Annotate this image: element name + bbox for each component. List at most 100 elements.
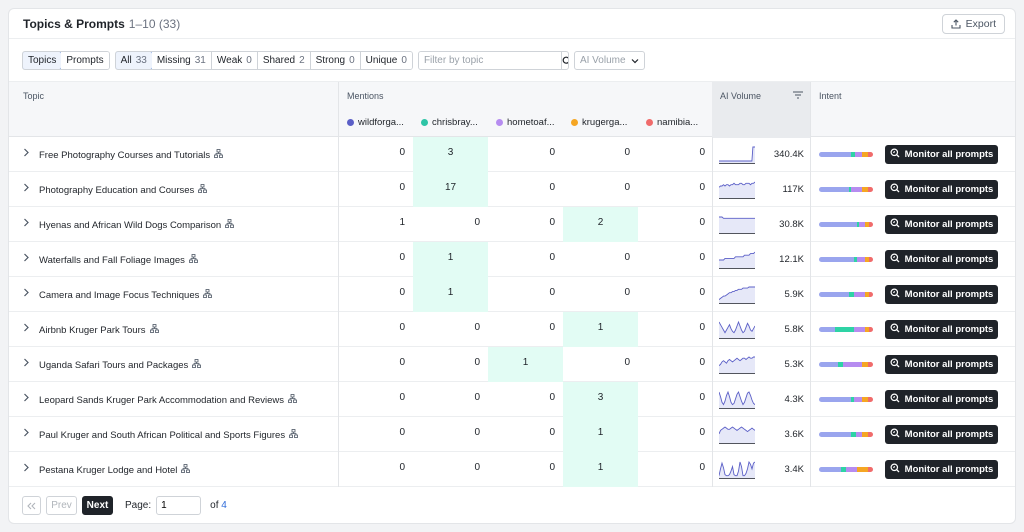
filter-strong[interactable]: Strong 0	[310, 52, 361, 69]
divider	[712, 382, 713, 417]
expand-chevron-icon[interactable]	[23, 148, 30, 160]
legend-dot	[421, 119, 428, 126]
topic-name[interactable]: Waterfalls and Fall Foliage Images	[39, 254, 198, 266]
table-row[interactable]: Uganda Safari Tours and Packages 0 0 1 0 0 5.3…	[9, 347, 1015, 382]
monitor-all-prompts-button[interactable]: Monitor all prompts	[885, 460, 998, 479]
topic-name[interactable]: Uganda Safari Tours and Packages	[39, 359, 202, 371]
monitor-all-prompts-button[interactable]: Monitor all prompts	[885, 320, 998, 339]
hierarchy-icon[interactable]	[192, 359, 202, 371]
total-pages-link[interactable]: 4	[221, 500, 227, 511]
intent-segment	[819, 222, 857, 227]
toggle-prompts[interactable]: Prompts	[61, 52, 109, 69]
hierarchy-icon[interactable]	[214, 149, 223, 161]
hierarchy-icon[interactable]	[149, 324, 159, 336]
monitor-all-prompts-button[interactable]: Monitor all prompts	[885, 425, 998, 444]
mention-count: 0	[549, 287, 555, 298]
expand-chevron-icon[interactable]	[23, 428, 30, 440]
table-row[interactable]: Leopard Sands Kruger Park Accommodation …	[9, 382, 1015, 417]
monitor-all-prompts-button[interactable]: Monitor all prompts	[885, 285, 998, 304]
table-row[interactable]: Photography Education and Courses 0 17 0 0 0 1…	[9, 172, 1015, 207]
sparkline-line	[719, 426, 755, 435]
topic-name[interactable]: Paul Kruger and South African Political …	[39, 429, 298, 441]
ai-volume-dropdown-label: AI Volume	[579, 55, 626, 66]
hierarchy-icon[interactable]	[198, 184, 208, 196]
table-row[interactable]: Airbnb Kruger Park Tours 0 0 0 1 0 5.8K Monitor…	[9, 312, 1015, 347]
mention-count: 0	[549, 392, 555, 403]
hierarchy-icon[interactable]	[203, 289, 213, 301]
mention-cell: 0	[338, 242, 413, 277]
sort-icon[interactable]	[793, 91, 803, 99]
filter-shared[interactable]: Shared 2	[257, 52, 311, 69]
mention-cell: 0	[338, 137, 413, 172]
divider	[810, 172, 811, 207]
monitor-all-prompts-button[interactable]: Monitor all prompts	[885, 355, 998, 374]
mention-cell: 0	[338, 382, 413, 417]
topic-name[interactable]: Camera and Image Focus Techniques	[39, 289, 213, 301]
topic-name[interactable]: Hyenas and African Wild Dogs Comparison	[39, 219, 235, 231]
page-input[interactable]	[156, 496, 202, 515]
table-row[interactable]: Pestana Kruger Lodge and Hotel 0 0 0 1 0 3.4K M…	[9, 452, 1015, 487]
mention-cell: 0	[488, 417, 563, 452]
ai-volume-sparkline	[719, 320, 755, 339]
topic-name[interactable]: Pestana Kruger Lodge and Hotel	[39, 464, 191, 476]
mention-count: 0	[624, 147, 630, 158]
topic-name[interactable]: Airbnb Kruger Park Tours	[39, 324, 159, 336]
filter-all[interactable]: All 33	[115, 52, 153, 69]
filter-unique[interactable]: Unique 0	[360, 52, 412, 69]
hierarchy-icon[interactable]	[189, 254, 198, 266]
topic-name[interactable]: Leopard Sands Kruger Park Accommodation …	[39, 394, 297, 406]
table-row[interactable]: Free Photography Courses and Tutorials 0 3…	[9, 137, 1015, 172]
column-topic[interactable]: Topic	[23, 91, 45, 101]
legend-item: namibia...	[646, 117, 698, 128]
expand-chevron-icon[interactable]	[23, 463, 30, 475]
monitor-all-prompts-button[interactable]: Monitor all prompts	[885, 145, 998, 164]
intent-segment	[819, 362, 838, 367]
topic-name[interactable]: Free Photography Courses and Tutorials	[39, 149, 223, 161]
first-page-button[interactable]	[22, 496, 41, 515]
sparkline-line	[719, 390, 755, 406]
monitor-all-prompts-button[interactable]: Monitor all prompts	[885, 390, 998, 409]
mention-cell: 0	[488, 172, 563, 207]
expand-chevron-icon[interactable]	[23, 323, 30, 335]
expand-chevron-icon[interactable]	[23, 358, 30, 370]
expand-chevron-icon[interactable]	[23, 288, 30, 300]
divider	[712, 277, 713, 312]
hierarchy-icon[interactable]	[288, 394, 297, 406]
ai-volume-dropdown[interactable]: AI Volume	[573, 51, 645, 70]
hierarchy-icon[interactable]	[225, 219, 235, 231]
table-row[interactable]: Paul Kruger and South African Political …	[9, 417, 1015, 452]
monitor-all-prompts-button[interactable]: Monitor all prompts	[885, 180, 998, 199]
topic-filter-input[interactable]	[418, 52, 561, 69]
expand-chevron-icon[interactable]	[23, 253, 30, 265]
monitor-all-prompts-button[interactable]: Monitor all prompts	[885, 215, 998, 234]
monitor-all-prompts-button[interactable]: Monitor all prompts	[885, 250, 998, 269]
monitor-icon	[890, 428, 900, 441]
intent-segment	[855, 152, 863, 157]
expand-chevron-icon[interactable]	[23, 393, 30, 405]
mention-cell: 0	[563, 172, 638, 207]
table-row[interactable]: Hyenas and African Wild Dogs Comparison 1…	[9, 207, 1015, 242]
mention-cell: 0	[638, 417, 713, 452]
hierarchy-icon[interactable]	[289, 429, 298, 441]
table-row[interactable]: Waterfalls and Fall Foliage Images 0 1 0 0 0 1…	[9, 242, 1015, 277]
hierarchy-icon[interactable]	[181, 464, 191, 476]
mention-count: 0	[399, 392, 405, 403]
monitor-icon	[890, 218, 900, 231]
table-row[interactable]: Camera and Image Focus Techniques 0 1 0 0 0 5.…	[9, 277, 1015, 312]
filter-weak[interactable]: Weak 0	[211, 52, 258, 69]
intent-segment	[851, 187, 863, 192]
column-ai-volume[interactable]: AI Volume	[712, 82, 810, 138]
search-button[interactable]	[560, 52, 568, 69]
filter-count: 0	[246, 55, 252, 66]
expand-chevron-icon[interactable]	[23, 218, 30, 230]
intent-segment	[867, 362, 873, 367]
filter-missing[interactable]: Missing 31	[151, 52, 212, 69]
toggle-topics[interactable]: Topics	[22, 52, 63, 69]
mention-cell: 0	[563, 347, 638, 382]
next-button[interactable]: Next	[82, 496, 113, 515]
export-button[interactable]: Export	[941, 14, 1005, 34]
expand-chevron-icon[interactable]	[23, 183, 30, 195]
prev-button[interactable]: Prev	[46, 496, 77, 515]
topic-name[interactable]: Photography Education and Courses	[39, 184, 208, 196]
mention-count: 0	[699, 182, 705, 193]
